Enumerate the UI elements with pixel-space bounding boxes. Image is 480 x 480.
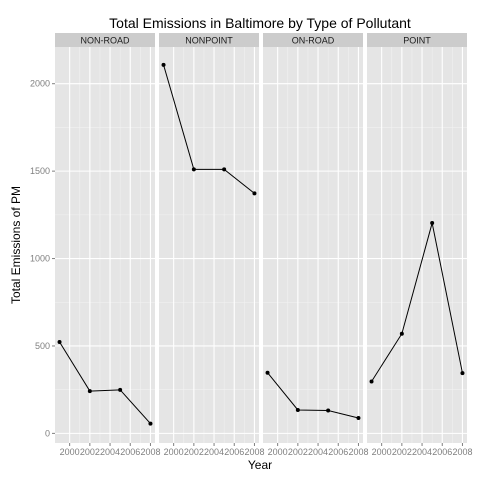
y-tick-label: 1000: [30, 254, 50, 264]
facet-strip-label: ON-ROAD: [292, 36, 335, 46]
data-point: [161, 62, 166, 67]
facet-strip: [263, 33, 363, 47]
y-tick-label: 0: [45, 428, 50, 438]
data-point: [57, 339, 62, 344]
chart-title: Total Emissions in Baltimore by Type of …: [109, 15, 411, 31]
data-point: [460, 371, 465, 376]
x-tick-label: 2006: [224, 447, 244, 457]
series-line: [163, 64, 255, 194]
y-axis: 0 500 1000 1500 2000: [30, 79, 55, 438]
data-point: [148, 421, 153, 426]
data-point: [369, 379, 374, 384]
series-line: [371, 222, 463, 382]
x-tick-label: 2008: [452, 447, 472, 457]
x-tick-label: 2006: [432, 447, 452, 457]
y-tick-label: 2000: [30, 79, 50, 89]
panel-background: [263, 47, 363, 443]
facet-strip: [367, 33, 467, 47]
data-point: [191, 167, 196, 172]
x-tick-label: 2000: [164, 447, 184, 457]
y-axis-title: Total Emissions of PM: [9, 186, 23, 304]
data-point: [265, 370, 270, 375]
x-tick-label: 2004: [412, 447, 432, 457]
x-tick-label: 2004: [100, 447, 120, 457]
panel-background: [159, 47, 259, 443]
series-line: [267, 372, 359, 419]
facet-strip: [159, 33, 259, 47]
facet-panel: ON-ROAD 2000 2002 2004 2006 2008: [263, 33, 368, 457]
x-tick-label: 2006: [328, 447, 348, 457]
y-tick-label: 1500: [30, 166, 50, 176]
x-axis-title: Year: [248, 458, 272, 472]
facet-strip-label: NONPOINT: [185, 36, 233, 46]
y-tick-label: 500: [35, 341, 50, 351]
x-tick-label: 2002: [288, 447, 308, 457]
x-tick-label: 2008: [244, 447, 264, 457]
facet-panel: NONPOINT 2000 2002 2004 2006 2008: [159, 33, 264, 457]
data-point: [222, 167, 227, 172]
x-tick-label: 2002: [80, 447, 100, 457]
x-tick-label: 2004: [204, 447, 224, 457]
series-line: [59, 341, 151, 424]
data-point: [399, 331, 404, 336]
data-point: [326, 408, 331, 413]
panel-background: [367, 47, 467, 443]
facet-strip-label: POINT: [403, 36, 431, 46]
data-point: [252, 191, 257, 196]
panel-background: [55, 47, 155, 443]
data-point: [295, 407, 300, 412]
x-tick-label: 2008: [140, 447, 160, 457]
x-tick-label: 2004: [308, 447, 328, 457]
data-point: [430, 221, 435, 226]
x-tick-label: 2000: [268, 447, 288, 457]
x-tick-label: 2006: [120, 447, 140, 457]
data-point: [118, 387, 123, 392]
facet-strip: [55, 33, 155, 47]
data-point: [356, 415, 361, 420]
x-tick-label: 2002: [184, 447, 204, 457]
data-point: [87, 389, 92, 394]
facet-panel: NON-ROAD 2000 2002 2004 2006 2008: [55, 33, 160, 457]
x-tick-label: 2008: [348, 447, 368, 457]
facet-strip-label: NON-ROAD: [81, 36, 130, 46]
facet-panel: POINT 2000 2002 2004 2006 2008: [367, 33, 472, 457]
x-tick-label: 2000: [372, 447, 392, 457]
x-tick-label: 2000: [60, 447, 80, 457]
x-tick-label: 2002: [392, 447, 412, 457]
